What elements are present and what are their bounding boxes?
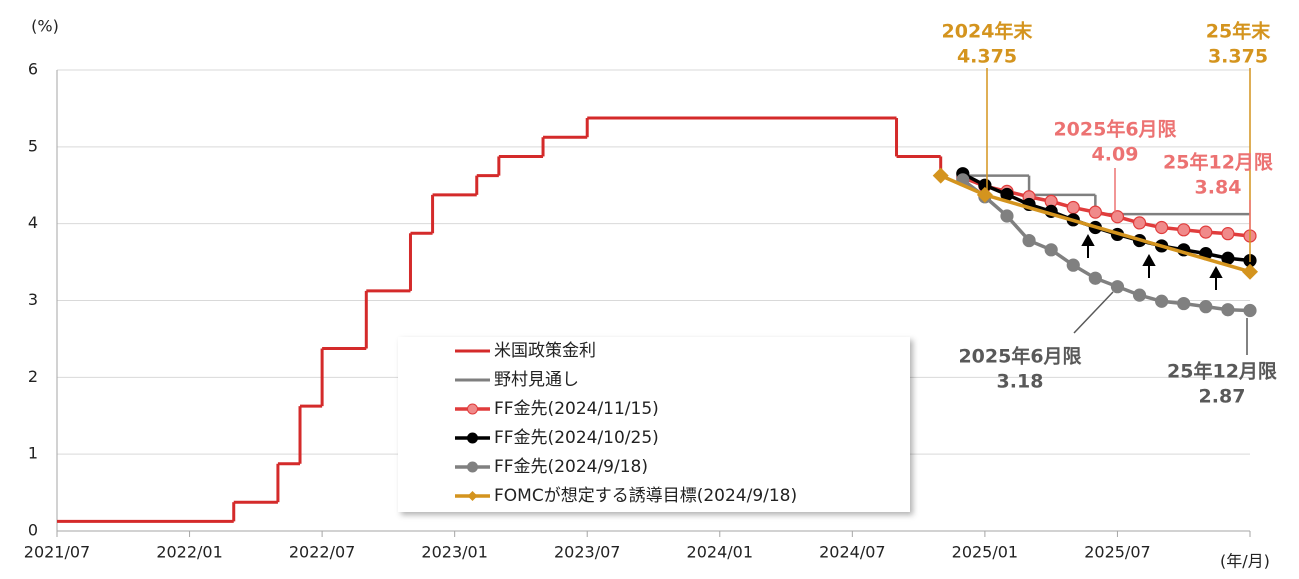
x-tick-label: 2022/01: [156, 543, 222, 562]
annotation: 25年末: [1206, 20, 1271, 43]
annotation: 2.87: [1199, 386, 1246, 408]
point: [1221, 227, 1235, 241]
legend-label: FF金先(2024/9/18): [494, 457, 648, 477]
grid: [56, 69, 1251, 537]
point: [1088, 205, 1102, 219]
point: [1221, 303, 1235, 317]
x-tick-label: 2025/07: [1084, 543, 1150, 562]
annotation: 3.84: [1195, 177, 1242, 199]
point: [1066, 200, 1080, 215]
legend-label: FF金先(2024/10/25): [494, 428, 659, 448]
legend-label: FOMCが想定する誘導目標(2024/9/18): [494, 486, 797, 506]
legend-marker: [467, 491, 478, 501]
legend-box: [398, 337, 910, 512]
x-tick-label: 2022/07: [289, 543, 355, 562]
arrow-head: [1209, 265, 1223, 278]
annotation: 2025年6月限: [1053, 118, 1176, 141]
point: [1155, 220, 1169, 235]
x-tick-label: 2023/01: [421, 543, 487, 562]
point: [1132, 288, 1147, 302]
annotation: 4.09: [1092, 144, 1139, 166]
arrow-head: [1081, 233, 1095, 246]
y-axis-label: (%): [31, 17, 59, 36]
point: [1199, 225, 1213, 239]
y-tick-label: 1: [28, 444, 38, 463]
y-tick-label: 0: [28, 521, 38, 540]
y-tick-label: 2: [28, 367, 38, 386]
point: [1177, 223, 1191, 237]
annotation: 25年12月限: [1167, 360, 1277, 383]
arrow-head: [1142, 253, 1156, 266]
legend-marker: [467, 461, 478, 473]
annotation: 2025年6月限: [958, 345, 1081, 368]
point: [1066, 258, 1080, 272]
annotation: 25年12月限: [1163, 151, 1273, 174]
point: [1243, 303, 1257, 318]
x-tick-label: 2024/01: [687, 543, 753, 562]
point: [1242, 263, 1258, 280]
point: [1110, 210, 1125, 224]
y-tick-label: 3: [28, 290, 38, 309]
x-tick-label: 2024/07: [819, 543, 885, 562]
point: [1199, 300, 1213, 314]
point: [1132, 216, 1147, 230]
annotation: 3.18: [997, 371, 1044, 393]
point: [1177, 296, 1191, 311]
point: [1088, 271, 1102, 285]
point: [932, 167, 949, 184]
point: [1044, 243, 1058, 257]
x-axis-label: (年/月): [1220, 552, 1270, 571]
point: [1022, 233, 1036, 248]
y-tick-label: 4: [28, 213, 38, 232]
point: [976, 186, 993, 203]
point: [1110, 280, 1125, 294]
x-tick-label: 2023/07: [554, 543, 620, 562]
legend-label: FF金先(2024/11/15): [494, 399, 659, 419]
legend-label: 野村見通し: [494, 370, 579, 390]
x-tick-label: 2025/01: [952, 543, 1018, 562]
legend-label: 米国政策金利: [494, 341, 596, 361]
x-tick-label: 2021/07: [24, 543, 90, 562]
arrows: [1081, 233, 1223, 290]
y-tick-label: 5: [28, 136, 38, 155]
legend-marker: [467, 403, 478, 415]
annotation-leader: [1073, 291, 1114, 334]
point: [1000, 209, 1014, 223]
y-tick-label: 6: [28, 60, 38, 79]
annotation: 2024年末: [942, 20, 1034, 43]
legend-marker: [467, 432, 478, 444]
point: [1155, 294, 1169, 308]
annotation: 4.375: [957, 46, 1017, 68]
annotation: 3.375: [1208, 46, 1268, 68]
